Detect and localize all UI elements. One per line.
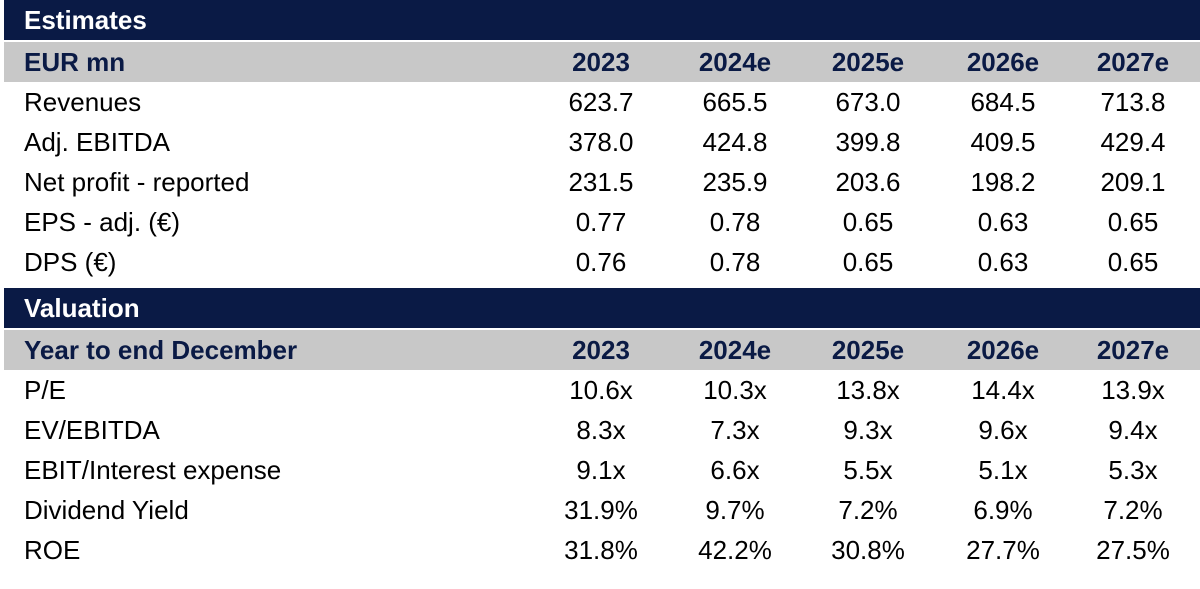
row-label: ROE <box>24 535 81 565</box>
valuation-header-row: Year to end December 2023 2024e 2025e 20… <box>4 330 1200 370</box>
table-cell: 665.5 <box>702 87 768 117</box>
table-cell: 399.8 <box>835 127 901 157</box>
table-cell: 424.8 <box>702 127 768 157</box>
valuation-title: Valuation <box>24 293 140 323</box>
table-row: EV/EBITDA 8.3x 7.3x 9.3x 9.6x 9.4x <box>4 410 1200 450</box>
year-header: 2027e <box>1096 47 1170 77</box>
table-row: P/E 10.6x 10.3x 13.8x 14.4x 13.9x <box>4 370 1200 410</box>
year-header: 2023 <box>572 335 630 365</box>
table-cell: 27.7% <box>966 535 1040 565</box>
table-cell: 9.4x <box>1108 415 1158 445</box>
estimates-title-bar: Estimates <box>4 0 1200 40</box>
table-cell: 27.5% <box>1096 535 1170 565</box>
table-row: DPS (€) 0.76 0.78 0.65 0.63 0.65 <box>4 242 1200 282</box>
table-cell: 0.76 <box>575 247 627 277</box>
table-cell: 5.5x <box>843 455 893 485</box>
table-cell: 409.5 <box>970 127 1036 157</box>
table-cell: 31.8% <box>564 535 638 565</box>
table-cell: 0.63 <box>977 247 1029 277</box>
table-row: ROE 31.8% 42.2% 30.8% 27.7% 27.5% <box>4 530 1200 570</box>
table-cell: 0.65 <box>842 247 894 277</box>
row-label: Adj. EBITDA <box>24 127 170 157</box>
table-cell: 209.1 <box>1100 167 1166 197</box>
table-row: Net profit - reported 231.5 235.9 203.6 … <box>4 162 1200 202</box>
table-cell: 14.4x <box>971 375 1035 405</box>
table-cell: 203.6 <box>835 167 901 197</box>
year-header: 2024e <box>698 47 772 77</box>
year-header: 2025e <box>831 47 905 77</box>
table-cell: 9.1x <box>576 455 626 485</box>
table-cell: 623.7 <box>568 87 634 117</box>
table-cell: 7.2% <box>1103 495 1163 525</box>
table-cell: 198.2 <box>970 167 1036 197</box>
table-cell: 6.6x <box>710 455 760 485</box>
year-header: 2023 <box>572 47 630 77</box>
table-cell: 713.8 <box>1100 87 1166 117</box>
valuation-period-label: Year to end December <box>24 335 298 365</box>
estimates-header-row: EUR mn 2023 2024e 2025e 2026e 2027e <box>4 42 1200 82</box>
row-label: EPS - adj. (€) <box>24 207 181 237</box>
estimates-unit-label: EUR mn <box>24 47 126 77</box>
table-cell: 378.0 <box>568 127 634 157</box>
table-cell: 0.78 <box>709 207 761 237</box>
valuation-title-bar: Valuation <box>4 288 1200 328</box>
table-cell: 5.3x <box>1108 455 1158 485</box>
year-header: 2024e <box>698 335 772 365</box>
table-cell: 0.65 <box>842 207 894 237</box>
table-cell: 673.0 <box>835 87 901 117</box>
table-cell: 0.65 <box>1107 207 1159 237</box>
table-cell: 5.1x <box>978 455 1028 485</box>
table-cell: 429.4 <box>1100 127 1166 157</box>
table-cell: 13.9x <box>1101 375 1165 405</box>
table-cell: 10.6x <box>569 375 633 405</box>
row-label: EBIT/Interest expense <box>24 455 282 485</box>
table-cell: 231.5 <box>568 167 634 197</box>
table-cell: 6.9% <box>973 495 1033 525</box>
table-cell: 42.2% <box>698 535 772 565</box>
table-cell: 0.63 <box>977 207 1029 237</box>
table-cell: 13.8x <box>836 375 900 405</box>
table-cell: 235.9 <box>702 167 768 197</box>
table-cell: 30.8% <box>831 535 905 565</box>
row-label: EV/EBITDA <box>24 415 160 445</box>
table-cell: 9.7% <box>705 495 765 525</box>
row-label: Revenues <box>24 87 142 117</box>
row-label: P/E <box>24 375 66 405</box>
table-cell: 9.6x <box>978 415 1028 445</box>
table-row: Revenues 623.7 665.5 673.0 684.5 713.8 <box>4 82 1200 122</box>
table-row: EPS - adj. (€) 0.77 0.78 0.65 0.63 0.65 <box>4 202 1200 242</box>
table-row: Adj. EBITDA 378.0 424.8 399.8 409.5 429.… <box>4 122 1200 162</box>
table-cell: 7.3x <box>710 415 760 445</box>
year-header: 2026e <box>966 335 1040 365</box>
table-cell: 7.2% <box>838 495 898 525</box>
table-cell: 684.5 <box>970 87 1036 117</box>
year-header: 2027e <box>1096 335 1170 365</box>
table-cell: 31.9% <box>564 495 638 525</box>
estimates-title: Estimates <box>24 5 147 35</box>
year-header: 2026e <box>966 47 1040 77</box>
table-cell: 0.78 <box>709 247 761 277</box>
table-cell: 0.65 <box>1107 247 1159 277</box>
table-cell: 8.3x <box>576 415 626 445</box>
table-row: EBIT/Interest expense 9.1x 6.6x 5.5x 5.1… <box>4 450 1200 490</box>
row-label: Net profit - reported <box>24 167 250 197</box>
table-cell: 10.3x <box>703 375 767 405</box>
row-label: Dividend Yield <box>24 495 189 525</box>
table-row: Dividend Yield 31.9% 9.7% 7.2% 6.9% 7.2% <box>4 490 1200 530</box>
row-label: DPS (€) <box>24 247 117 277</box>
table-cell: 0.77 <box>575 207 627 237</box>
year-header: 2025e <box>831 335 905 365</box>
table-cell: 9.3x <box>843 415 893 445</box>
